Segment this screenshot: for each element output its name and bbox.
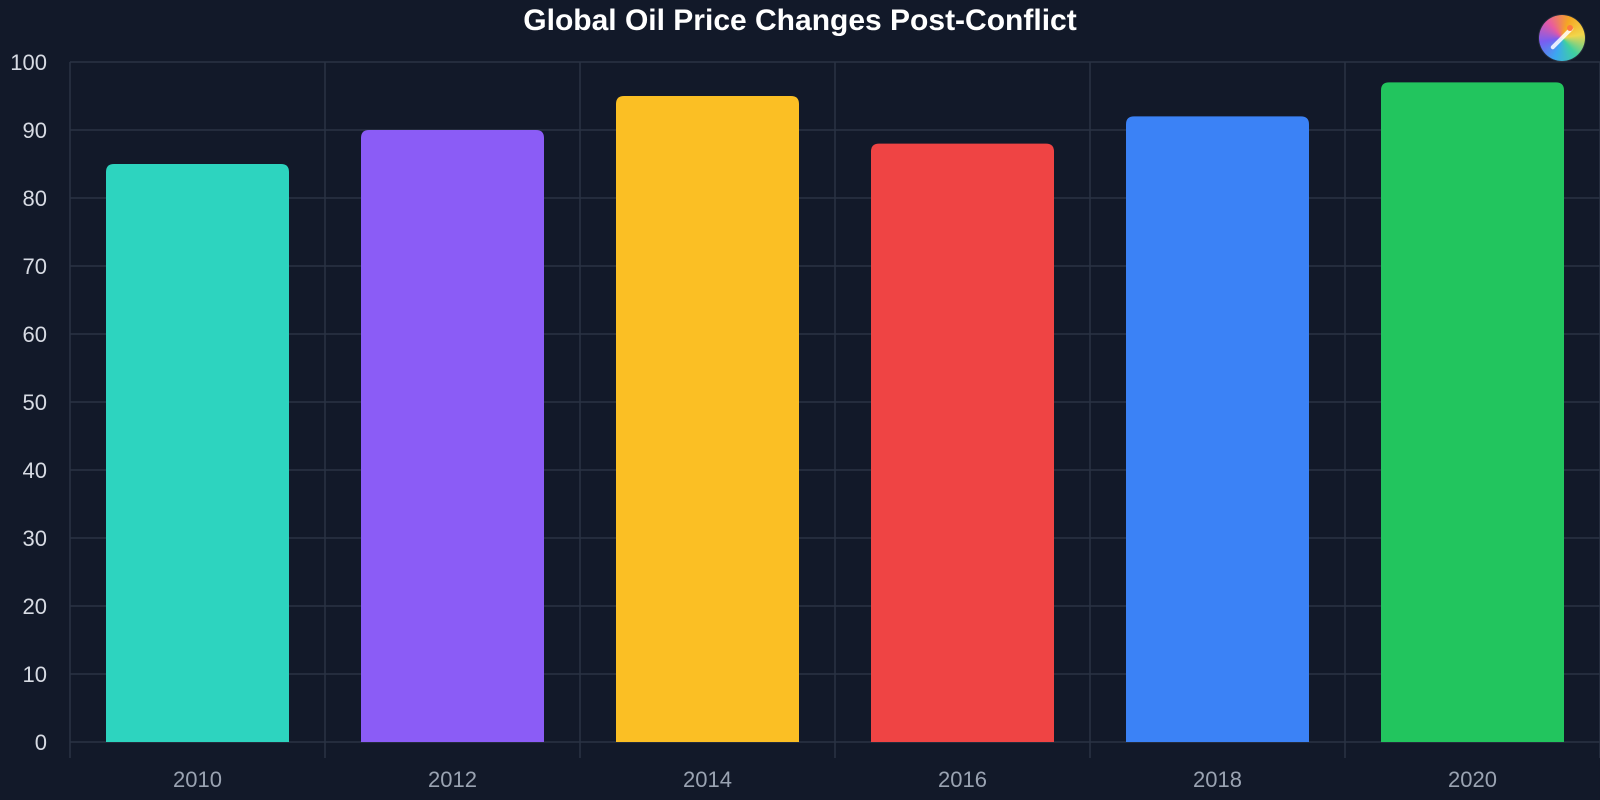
brush-tip	[1567, 25, 1573, 31]
x-tick-label: 2018	[1193, 767, 1242, 792]
bar-2016[interactable]	[871, 143, 1054, 743]
y-tick-label: 0	[35, 730, 47, 755]
y-tick-label: 80	[23, 186, 47, 211]
bar-2012[interactable]	[361, 130, 544, 742]
bar-2018[interactable]	[1126, 116, 1309, 742]
bar-2014[interactable]	[616, 96, 799, 742]
y-tick-label: 30	[23, 526, 47, 551]
y-tick-label: 90	[23, 118, 47, 143]
chart-bars	[106, 82, 1564, 743]
chart-title: Global Oil Price Changes Post-Conflict	[523, 4, 1076, 37]
y-tick-label: 50	[23, 390, 47, 415]
x-tick-label: 2012	[428, 767, 477, 792]
x-tick-label: 2020	[1448, 767, 1497, 792]
x-tick-label: 2014	[683, 767, 732, 792]
x-axis: 2010 2012 2014 2016 2018 2020	[173, 767, 1497, 792]
y-tick-label: 20	[23, 594, 47, 619]
y-tick-label: 40	[23, 458, 47, 483]
bar-2010[interactable]	[106, 164, 289, 742]
y-axis: 0 10 20 30 40 50 60 70 80 90 100	[10, 50, 47, 755]
x-tick-label: 2016	[938, 767, 987, 792]
chart-grid	[69, 61, 1600, 758]
y-tick-label: 100	[10, 50, 47, 75]
paint-palette-icon[interactable]	[1539, 15, 1585, 61]
bar-2020[interactable]	[1381, 82, 1564, 742]
y-tick-label: 70	[23, 254, 47, 279]
y-tick-label: 60	[23, 322, 47, 347]
y-tick-label: 10	[23, 662, 47, 687]
x-tick-label: 2010	[173, 767, 222, 792]
